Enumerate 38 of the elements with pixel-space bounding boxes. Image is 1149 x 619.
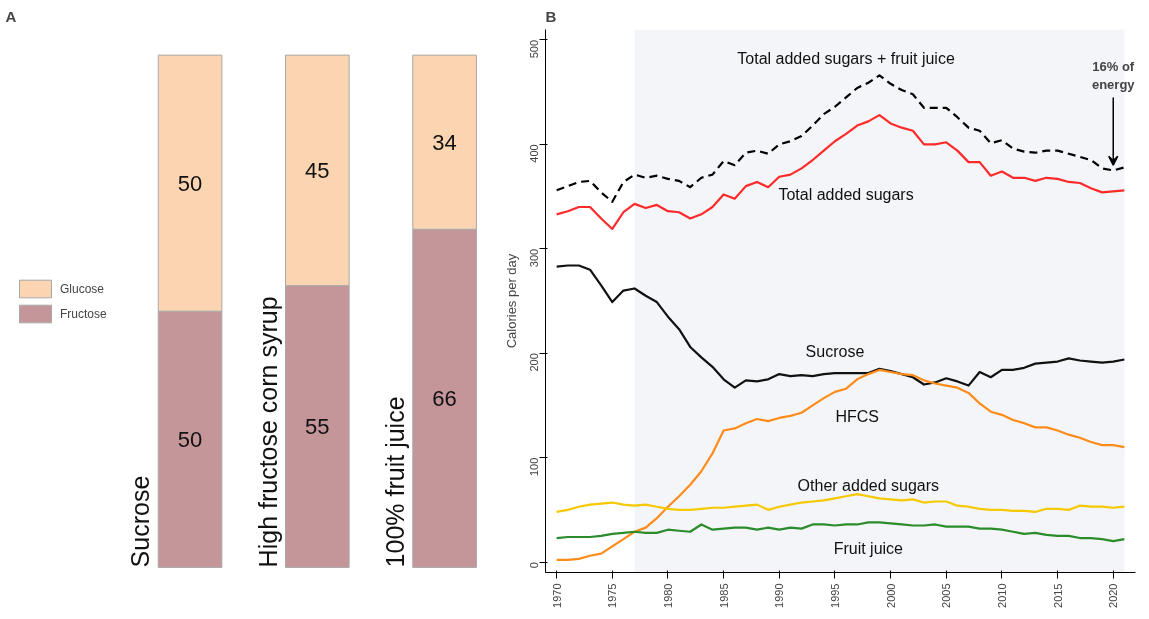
x-tick-label: 1995 xyxy=(828,583,841,608)
chart-title: B xyxy=(545,7,557,25)
y-tick-label: 500 xyxy=(528,39,541,59)
series-label: Other added sugars xyxy=(797,477,940,495)
y-tick-label: 400 xyxy=(528,144,541,163)
data-label: 50 xyxy=(177,170,203,196)
x-tick-label: 1975 xyxy=(606,583,619,608)
data-label: 50 xyxy=(177,426,203,452)
series-label: HFCS xyxy=(835,408,879,426)
y-tick-label: 100 xyxy=(528,457,541,476)
x-tick-label: 1970 xyxy=(550,583,563,608)
x-tick-label: 1985 xyxy=(717,583,730,608)
x-tick-label: 1980 xyxy=(661,583,674,608)
series-label: Total added sugars + fruit juice xyxy=(737,50,955,68)
legend-label: Glucose xyxy=(60,281,105,295)
data-label: 55 xyxy=(305,414,330,439)
x-tick-label: High fructose corn syrup xyxy=(253,296,282,568)
x-tick-label: 1990 xyxy=(773,583,786,608)
x-tick-label: 100% fruit juice xyxy=(380,396,409,568)
y-axis-title: Calories per day xyxy=(503,253,519,349)
data-label: 45 xyxy=(305,157,330,183)
x-tick-label: Sucrose xyxy=(126,475,155,568)
legend-label: Fructose xyxy=(60,306,107,320)
x-tick-label: 2015 xyxy=(1051,583,1064,608)
x-tick-label: 2000 xyxy=(884,583,897,608)
x-tick-label: 2005 xyxy=(940,583,953,608)
chart-title: A xyxy=(5,7,17,25)
annotation: 16% of energy xyxy=(1091,59,1136,93)
series-label: Total added sugars xyxy=(778,185,914,203)
y-tick-label: 200 xyxy=(528,353,541,372)
y-tick-label: 0 xyxy=(528,562,541,569)
y-tick-label: 300 xyxy=(528,248,541,268)
series-label: Fruit juice xyxy=(833,539,904,557)
x-tick-label: 2010 xyxy=(995,583,1008,608)
data-label: 66 xyxy=(432,385,457,411)
series-label: Sucrose xyxy=(805,342,865,360)
x-tick-label: 2020 xyxy=(1107,583,1120,608)
data-label: 34 xyxy=(432,129,457,155)
